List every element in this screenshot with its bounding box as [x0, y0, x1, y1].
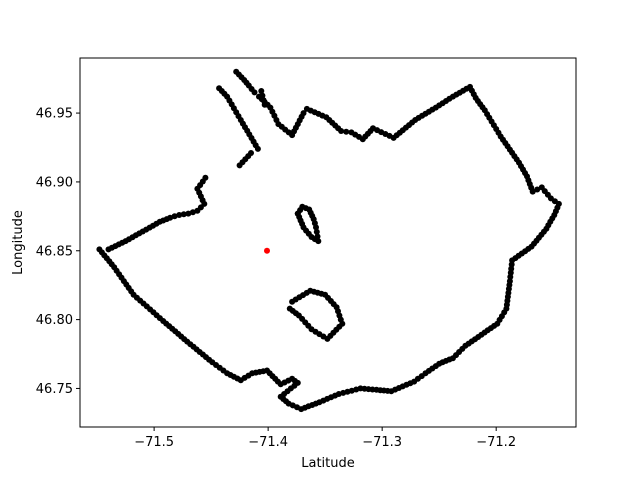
scatter-point: [314, 233, 321, 240]
scatter-point: [176, 212, 183, 218]
scatter-point: [258, 88, 265, 94]
scatter-point: [261, 101, 268, 108]
y-tick-label: 46.85: [36, 244, 73, 259]
scatter-point: [315, 238, 322, 245]
y-axis-label: Longitude: [11, 210, 26, 275]
scatter-point: [185, 210, 192, 217]
scatter-point: [236, 162, 243, 169]
scatter-marks: [96, 68, 562, 413]
x-tick-label: −71.4: [248, 435, 288, 450]
scatter-point: [348, 129, 355, 136]
scatter-point: [194, 207, 201, 214]
scatter-point: [171, 213, 178, 220]
x-tick-label: −71.3: [362, 435, 402, 450]
y-tick-label: 46.90: [36, 175, 73, 190]
scatter-point: [534, 186, 541, 193]
scatter-point: [180, 211, 187, 218]
x-axis-ticks: −71.5 −71.4 −71.3 −71.2: [134, 427, 516, 450]
scatter-point: [294, 210, 301, 217]
y-tick-label: 46.95: [36, 107, 73, 122]
x-tick-label: −71.5: [134, 435, 174, 450]
scatter-point: [343, 128, 350, 135]
scatter-point: [303, 105, 310, 112]
y-tick-label: 46.80: [36, 313, 73, 328]
scatter-point: [189, 209, 196, 216]
scatter-point: [313, 228, 320, 235]
scatter-point: [233, 68, 240, 75]
scatter-point: [286, 305, 293, 312]
y-tick-label: 46.75: [36, 382, 73, 397]
scatter-point: [538, 184, 545, 191]
scatter-point: [105, 246, 112, 253]
scatter-point: [259, 92, 266, 99]
x-tick-label: −71.2: [476, 435, 516, 450]
scatter-point: [264, 247, 270, 254]
scatter-point: [216, 85, 223, 92]
y-axis-ticks: 46.75 46.80 46.85 46.90 46.95: [36, 107, 80, 397]
plot-frame: [79, 57, 577, 428]
x-axis-label: Latitude: [301, 456, 355, 471]
scatter-point: [260, 97, 267, 104]
